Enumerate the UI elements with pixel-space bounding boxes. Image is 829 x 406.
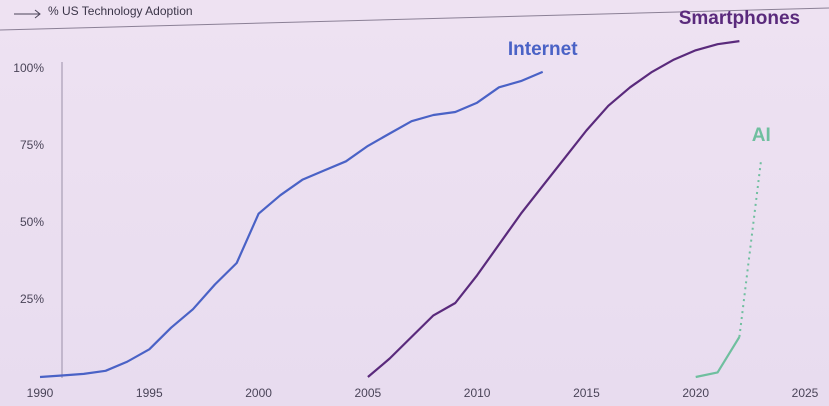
x-tick-label: 2000: [245, 386, 272, 400]
series-line: [738, 158, 763, 338]
y-tick-label: 25%: [20, 292, 44, 306]
series-line: [367, 40, 740, 378]
x-tick-label: 1995: [136, 386, 163, 400]
y-tick-label: 75%: [20, 138, 44, 152]
x-tick-label: 1990: [27, 386, 54, 400]
x-tick-label: 2020: [682, 386, 709, 400]
x-tick-label: 2005: [355, 386, 382, 400]
header-rule: [0, 7, 829, 31]
x-tick-label: 2015: [573, 386, 600, 400]
x-tick-label: 2010: [464, 386, 491, 400]
y-tick-label: 100%: [13, 61, 44, 75]
series-line: [695, 336, 741, 379]
y-tick-label: 50%: [20, 215, 44, 229]
x-tick-label: 2025: [792, 386, 819, 400]
series-label: Internet: [508, 39, 578, 60]
series-line: [39, 70, 544, 379]
series-label: Smartphones: [679, 8, 800, 29]
series-label: AI: [752, 125, 771, 146]
chart-title: % US Technology Adoption: [48, 4, 193, 18]
title-arrow: [14, 9, 41, 19]
